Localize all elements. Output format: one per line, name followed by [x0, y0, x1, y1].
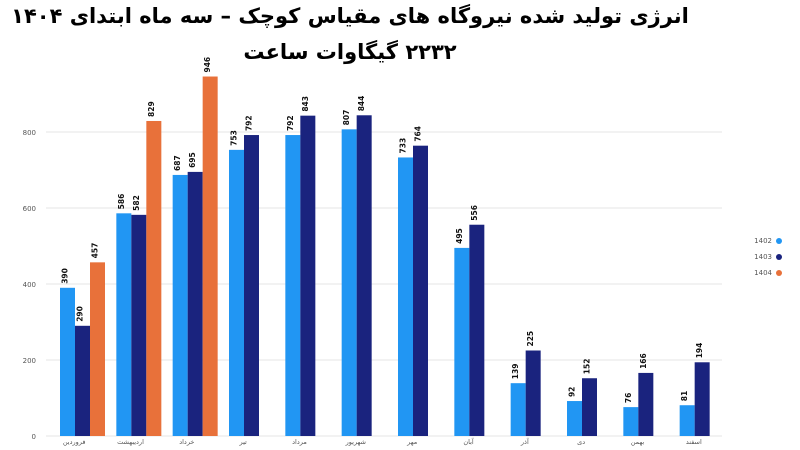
data-label: 946 — [203, 57, 212, 73]
data-label: 586 — [117, 194, 126, 210]
y-tick-label: 600 — [23, 205, 36, 213]
legend-swatch — [776, 270, 782, 276]
chart-subtitle: ۲۲۳۲ گیگاوات ساعت — [243, 40, 457, 64]
bars — [60, 76, 710, 437]
y-tick-label: 0 — [32, 433, 36, 441]
axes: 0 200 400 600 800 فروردین اردیبهشت خرداد تیر مردا… — [23, 129, 702, 446]
x-tick-label: آبان — [463, 437, 475, 446]
x-tick-label: مهر — [406, 438, 417, 446]
data-label: 695 — [188, 152, 197, 168]
chart-title: انرژی تولید شده نیروگاه های مقیاس کوچک –… — [11, 4, 689, 28]
legend-item-1402: 1402 — [746, 234, 796, 248]
bar-1402 — [116, 213, 132, 436]
bar-1403 — [187, 171, 203, 436]
x-tick-label: بهمن — [631, 438, 645, 446]
bar-1402 — [398, 157, 413, 436]
x-tick-label: خرداد — [179, 438, 194, 446]
legend-swatch — [776, 238, 782, 244]
x-tick-label: مرداد — [292, 438, 307, 446]
bar-1403 — [75, 325, 90, 436]
bar-1402 — [567, 401, 582, 436]
bar-1404 — [90, 262, 105, 436]
bar-1402 — [623, 407, 639, 436]
data-label: 792 — [245, 115, 254, 131]
legend-label: 1403 — [754, 253, 772, 261]
bar-1402 — [510, 383, 526, 436]
bar-1403 — [413, 145, 428, 436]
data-label: 764 — [414, 126, 423, 142]
bar-1402 — [285, 135, 301, 437]
data-label: 390 — [61, 268, 70, 284]
legend: 1402 1403 1404 — [746, 234, 796, 282]
data-label: 166 — [639, 353, 648, 369]
bar-1403 — [525, 350, 541, 436]
data-label: 194 — [695, 343, 704, 359]
bar-1402 — [60, 287, 75, 436]
data-label: 495 — [455, 228, 464, 244]
y-tick-label: 200 — [23, 357, 36, 365]
y-tick-label: 800 — [23, 129, 36, 137]
bar-1402 — [229, 149, 244, 437]
bar-1404 — [202, 76, 218, 437]
x-tick-label: تیر — [238, 438, 247, 446]
x-tick-label: شهریور — [345, 438, 366, 446]
x-tick-label: اردیبهشت — [117, 438, 144, 446]
bar-1403 — [300, 115, 316, 436]
bar-1402 — [341, 129, 357, 436]
x-tick-label: اسفند — [686, 438, 702, 446]
y-tick-label: 400 — [23, 281, 36, 289]
data-label: 582 — [132, 195, 141, 211]
legend-swatch — [776, 254, 782, 260]
legend-item-1403: 1403 — [746, 250, 796, 264]
data-label: 556 — [470, 205, 479, 221]
data-label: 792 — [286, 115, 295, 131]
data-label: 733 — [399, 138, 408, 154]
data-label: 81 — [680, 391, 689, 401]
legend-label: 1402 — [754, 237, 772, 245]
bar-1402 — [454, 247, 470, 436]
bar-1403 — [131, 214, 147, 436]
bar-1402 — [679, 405, 695, 436]
x-tick-label: دی — [577, 438, 585, 446]
bar-1403 — [638, 372, 654, 436]
data-label: 76 — [624, 393, 633, 403]
data-label: 139 — [511, 364, 520, 380]
data-label: 225 — [526, 331, 535, 347]
x-tick-label: آذر — [520, 437, 530, 446]
bar-1403 — [582, 378, 597, 436]
x-tick-label: فروردین — [63, 438, 86, 446]
data-label: 457 — [91, 243, 100, 259]
data-label: 753 — [230, 130, 239, 146]
bar-1403 — [469, 224, 485, 436]
bar-1403 — [356, 115, 372, 436]
data-labels: 390 290 457 586 582 829 687 695 946 753 792 792 843 8… — [61, 57, 705, 403]
data-label: 843 — [301, 96, 310, 112]
data-label: 152 — [583, 359, 592, 375]
data-label: 829 — [147, 101, 156, 117]
data-label: 92 — [568, 387, 577, 397]
data-label: 290 — [76, 306, 85, 322]
bar-1403 — [694, 362, 710, 436]
legend-item-1404: 1404 — [746, 266, 796, 280]
legend-label: 1404 — [754, 269, 772, 277]
data-label: 807 — [342, 110, 351, 126]
bar-1403 — [244, 135, 259, 437]
data-label: 844 — [357, 96, 366, 112]
bar-1402 — [172, 174, 188, 436]
data-label: 687 — [173, 155, 182, 171]
bar-1404 — [146, 120, 162, 436]
